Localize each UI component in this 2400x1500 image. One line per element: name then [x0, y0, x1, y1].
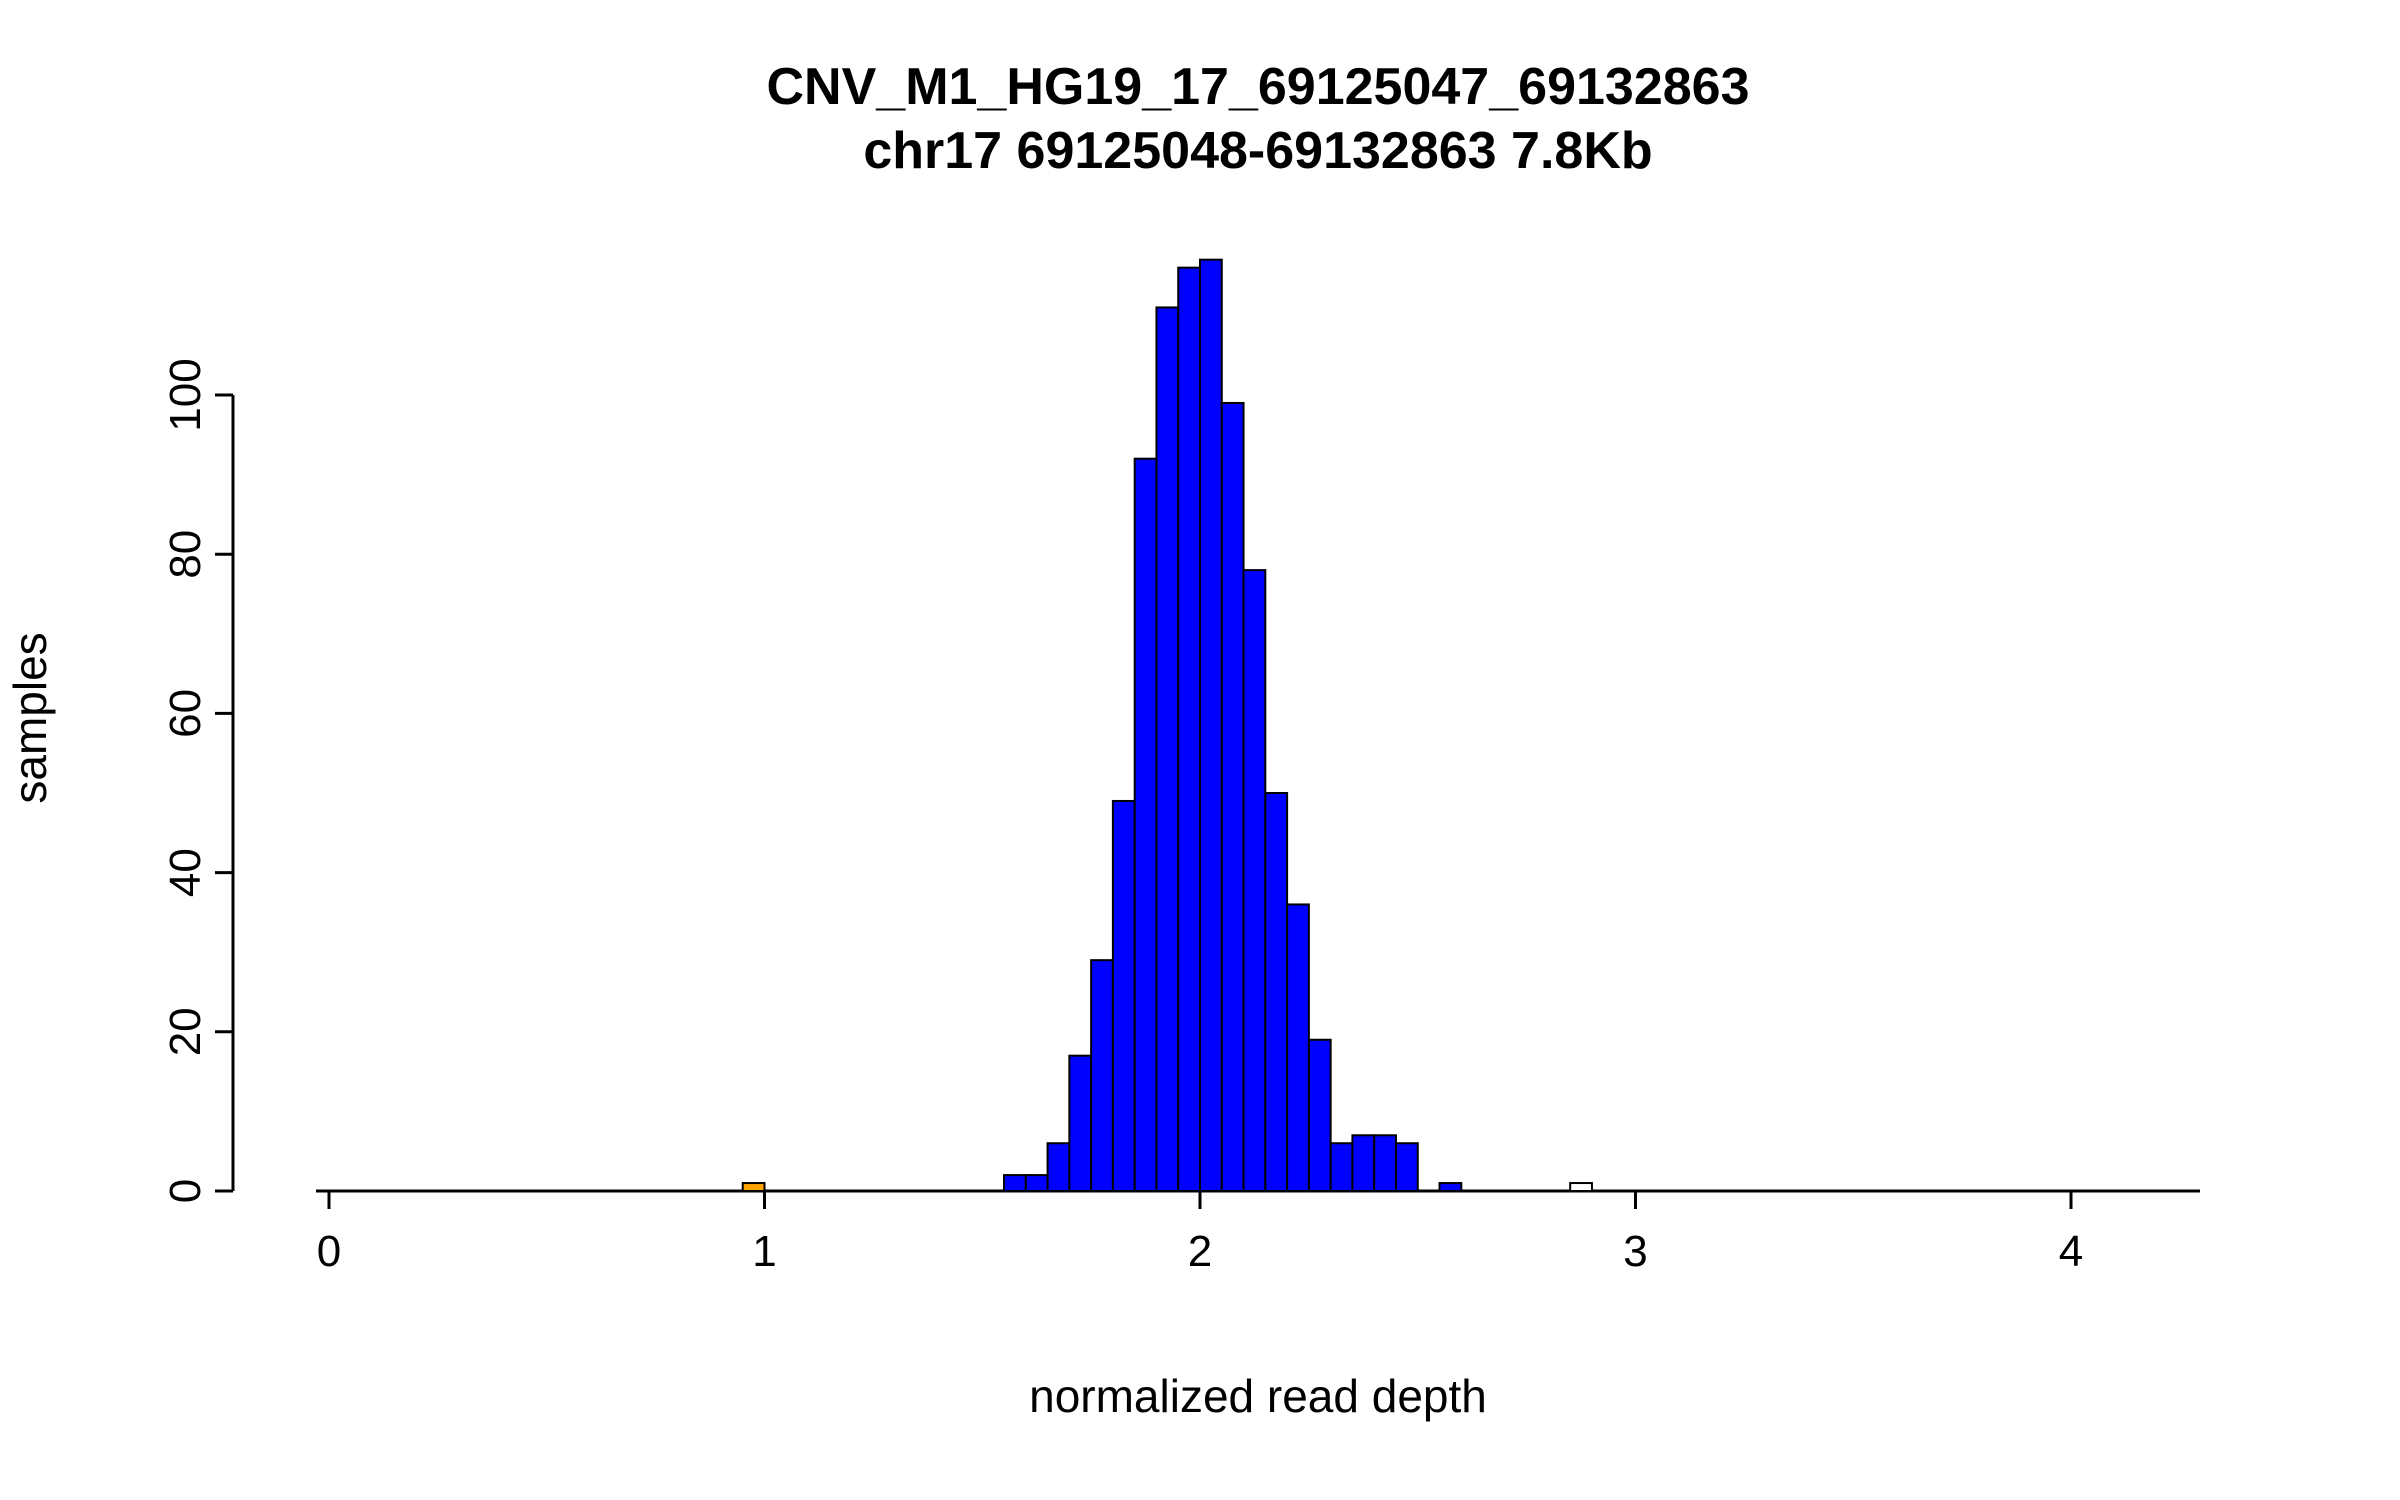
- histogram-bar: [1177, 266, 1201, 1192]
- histogram-bar: [1394, 1142, 1419, 1192]
- histogram-bar: [1569, 1182, 1593, 1193]
- histogram-bar: [1264, 792, 1289, 1192]
- x-tick-label: 4: [2059, 1227, 2083, 1276]
- histogram-bar: [1133, 457, 1158, 1192]
- histogram-bar: [741, 1182, 766, 1193]
- y-axis-label: samples: [4, 632, 56, 803]
- histogram-bar: [1090, 959, 1114, 1192]
- histogram-bar: [1199, 258, 1223, 1192]
- histogram-bar: [1111, 799, 1136, 1193]
- x-tick-label: 0: [317, 1227, 341, 1276]
- histogram-bar: [1438, 1182, 1463, 1193]
- histogram-bar: [1003, 1174, 1027, 1192]
- histogram-bar: [1329, 1142, 1354, 1192]
- histogram-bar: [1024, 1174, 1049, 1192]
- y-tick-label: 20: [161, 1007, 210, 1056]
- histogram-bar: [1068, 1054, 1093, 1193]
- x-tick-label: 1: [752, 1227, 776, 1276]
- y-tick-label: 60: [161, 689, 210, 738]
- histogram-bar: [1351, 1134, 1376, 1193]
- y-tick-label: 100: [161, 358, 210, 431]
- chart-title: CNV_M1_HG19_17_69125047_69132863: [766, 58, 1749, 116]
- histogram-bars: [741, 258, 1593, 1193]
- histogram-bar: [1286, 903, 1310, 1192]
- x-tick-label: 3: [1623, 1227, 1647, 1276]
- histogram-bar: [1220, 401, 1245, 1192]
- chart-subtitle: chr17 69125048-69132863 7.8Kb: [863, 122, 1652, 180]
- histogram-bar: [1242, 569, 1267, 1192]
- y-tick-label: 0: [161, 1179, 210, 1203]
- histogram-bar: [1046, 1142, 1071, 1192]
- x-axis-label: normalized read depth: [1029, 1370, 1487, 1422]
- y-tick-label: 80: [161, 530, 210, 579]
- histogram-bar: [1307, 1038, 1332, 1193]
- x-tick-label: 2: [1188, 1227, 1212, 1276]
- histogram-bar: [1373, 1134, 1397, 1193]
- histogram-bar: [1155, 306, 1180, 1192]
- y-tick-label: 40: [161, 848, 210, 897]
